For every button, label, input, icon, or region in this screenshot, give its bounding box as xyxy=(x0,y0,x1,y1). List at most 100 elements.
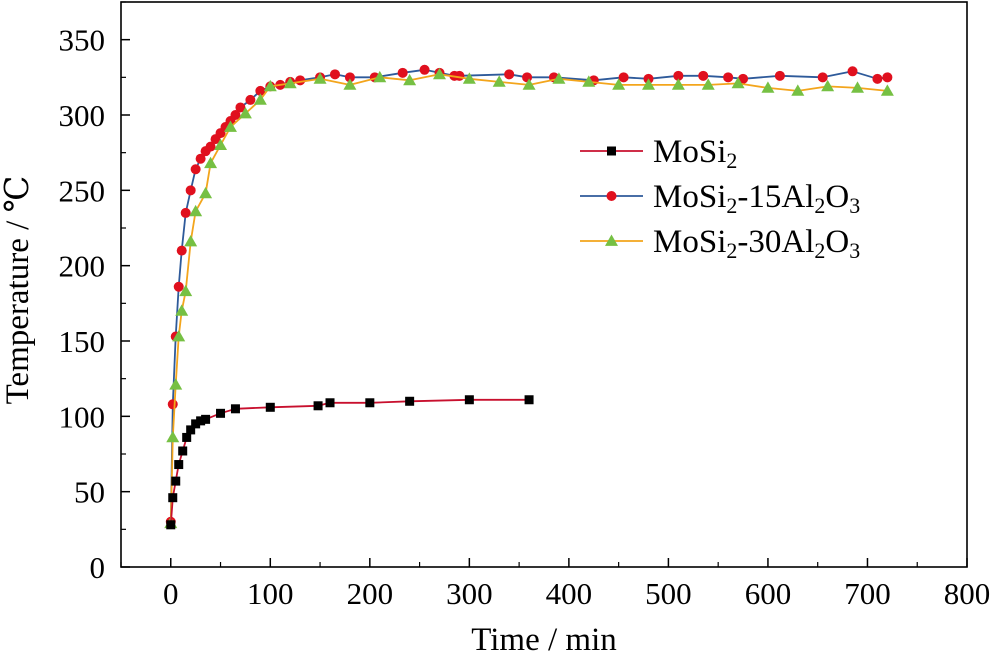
data-point xyxy=(176,245,187,256)
data-point xyxy=(618,72,629,83)
data-point xyxy=(238,106,252,119)
data-point xyxy=(774,70,785,81)
x-tick-label: 200 xyxy=(347,576,394,611)
data-point xyxy=(263,79,277,92)
data-point xyxy=(642,78,656,90)
x-tick-label: 500 xyxy=(645,576,692,611)
x-tick-label: 400 xyxy=(546,576,593,611)
data-point xyxy=(313,401,323,411)
legend-marker xyxy=(606,191,617,201)
legend-item: MoSi2 xyxy=(580,134,737,173)
data-point xyxy=(223,120,237,132)
data-point xyxy=(419,64,430,75)
data-point xyxy=(216,408,226,418)
data-point xyxy=(205,141,216,152)
data-point xyxy=(698,70,709,81)
y-tick-label: 100 xyxy=(59,399,106,434)
data-point xyxy=(167,399,178,410)
data-point xyxy=(179,284,193,297)
data-point xyxy=(552,72,566,84)
data-point xyxy=(851,81,865,93)
series-2 xyxy=(164,67,894,529)
data-point xyxy=(190,164,201,175)
data-point xyxy=(365,398,375,408)
data-point xyxy=(173,281,184,292)
legend-item: MoSi2-15Al2O3 xyxy=(580,179,860,218)
data-point xyxy=(178,446,188,456)
x-tick-label: 800 xyxy=(944,576,991,611)
data-point xyxy=(329,69,340,80)
data-point xyxy=(171,476,181,486)
data-point xyxy=(847,66,858,77)
data-point xyxy=(168,493,178,503)
y-tick-label: 50 xyxy=(74,475,105,510)
y-tick-label: 250 xyxy=(59,173,106,208)
data-point xyxy=(201,414,211,424)
data-point xyxy=(373,70,387,83)
series-0 xyxy=(166,395,534,530)
data-point xyxy=(791,84,805,96)
data-point xyxy=(522,78,536,90)
data-point xyxy=(872,73,883,84)
legend: MoSi2 MoSi2-15Al2O3 MoSi2-30Al2O3 xyxy=(580,134,860,263)
data-point xyxy=(199,186,213,199)
data-point xyxy=(325,398,335,408)
data-point xyxy=(235,102,246,113)
x-tick-label: 700 xyxy=(844,576,891,611)
legend-item: MoSi2-30Al2O3 xyxy=(580,224,860,263)
data-point xyxy=(344,72,355,83)
data-point xyxy=(880,84,894,96)
data-point xyxy=(265,402,275,412)
data-point xyxy=(462,72,476,84)
data-point xyxy=(189,204,203,217)
data-point xyxy=(522,72,533,83)
data-point xyxy=(180,207,191,218)
data-point xyxy=(186,425,196,435)
data-point xyxy=(175,304,189,316)
data-point xyxy=(673,70,684,81)
legend-label: MoSi2-15Al2O3 xyxy=(653,179,860,218)
data-point xyxy=(184,235,198,247)
axes: 0 100 200 300 400 500 600 700 800 0 50 100 150 200 250… xyxy=(59,1,991,611)
data-point xyxy=(612,78,626,90)
data-point xyxy=(166,430,180,443)
data-point xyxy=(582,75,596,87)
data-point xyxy=(195,153,206,164)
data-point xyxy=(671,78,685,90)
data-point xyxy=(723,72,734,83)
data-point xyxy=(255,85,266,96)
legend-label: MoSi2 xyxy=(653,134,737,173)
data-point xyxy=(761,81,775,93)
data-point xyxy=(230,404,240,414)
x-tick-label: 0 xyxy=(163,576,179,611)
legend-marker xyxy=(605,234,618,246)
data-point xyxy=(245,94,256,105)
data-point xyxy=(182,432,192,442)
data-point xyxy=(504,69,515,80)
data-point xyxy=(174,460,184,470)
legend-label: MoSi2-30Al2O3 xyxy=(653,224,860,263)
y-tick-label: 150 xyxy=(59,324,106,359)
y-axis-title: Temperature / ℃ xyxy=(0,176,36,405)
data-point xyxy=(196,416,206,426)
data-point xyxy=(464,395,474,405)
series-1 xyxy=(165,64,893,527)
data-point xyxy=(166,520,176,530)
data-point xyxy=(405,396,415,406)
data-point xyxy=(701,78,715,90)
data-point xyxy=(524,395,534,405)
data-point xyxy=(169,378,183,390)
series-line xyxy=(169,398,530,525)
y-tick-label: 350 xyxy=(59,23,106,58)
data-point xyxy=(204,156,218,169)
legend-marker xyxy=(607,146,616,156)
series-line xyxy=(169,73,888,524)
data-point xyxy=(253,93,267,105)
data-point xyxy=(882,72,893,83)
y-tick-label: 200 xyxy=(59,249,106,284)
data-point xyxy=(230,110,241,120)
data-point xyxy=(432,67,446,80)
data-point xyxy=(821,79,835,92)
data-point xyxy=(343,78,357,90)
